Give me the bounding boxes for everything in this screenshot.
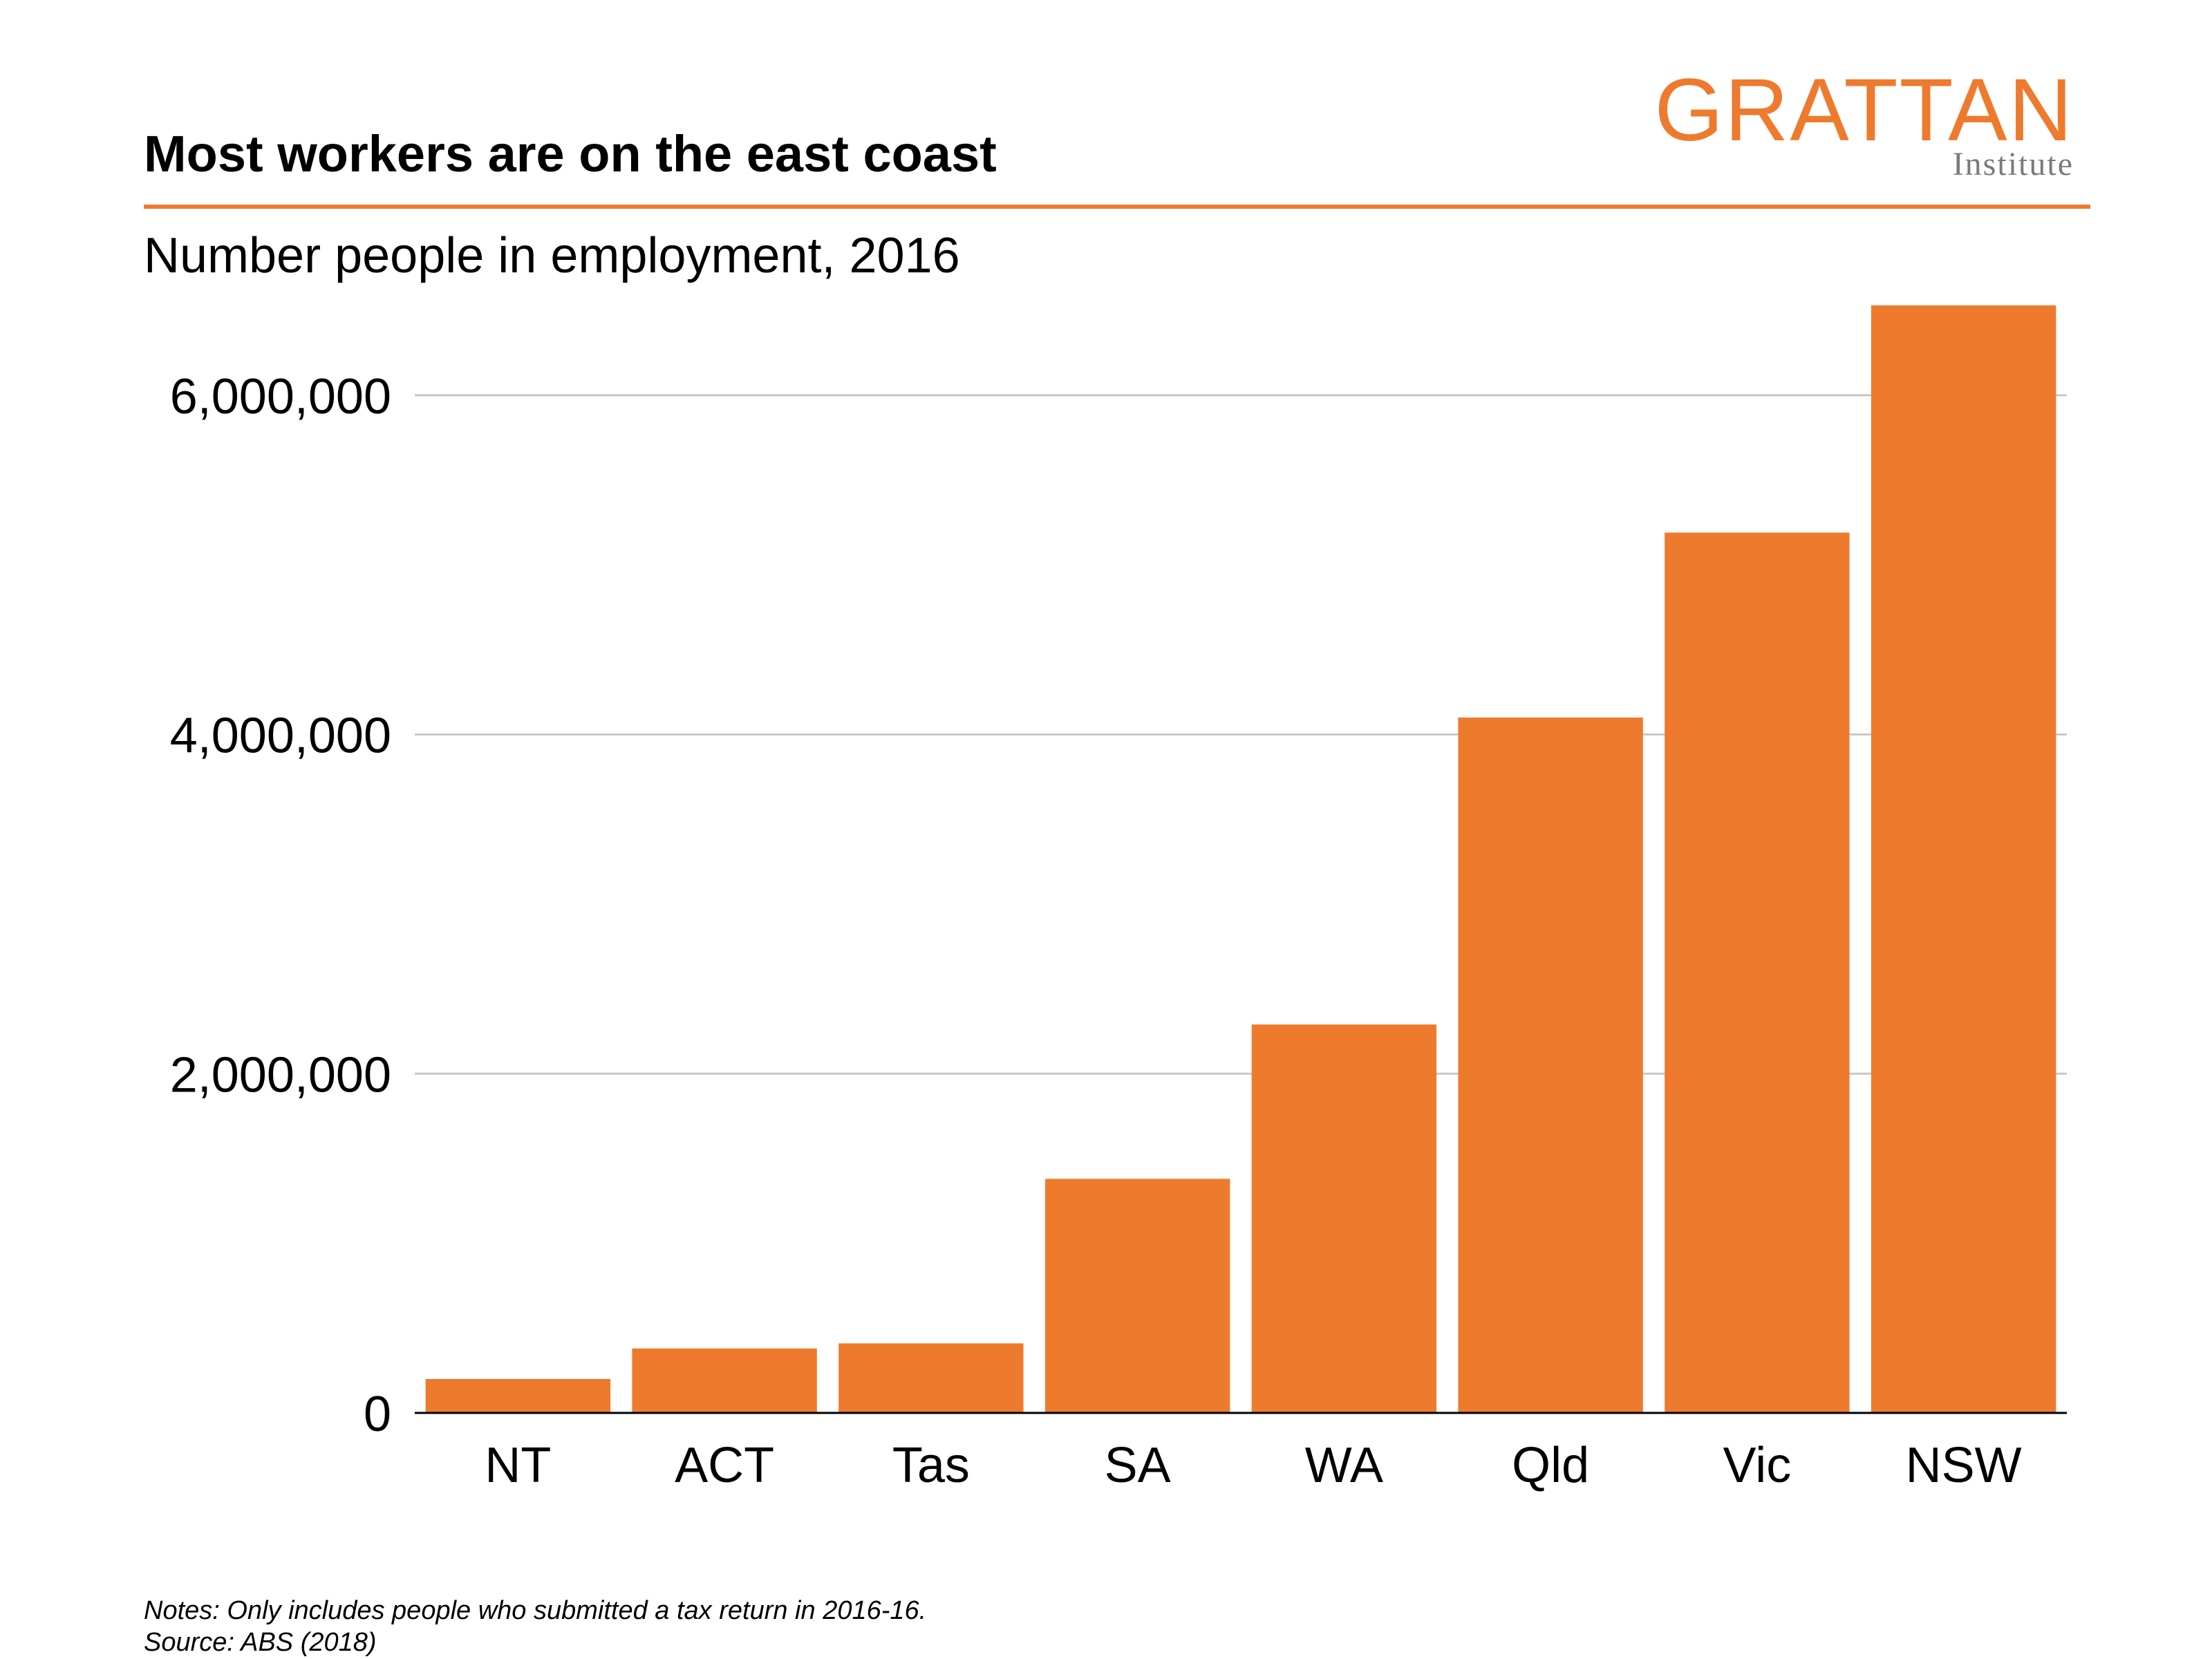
bar-nsw bbox=[1871, 305, 2056, 1414]
grattan-logo: GRATTAN Institute bbox=[1654, 66, 2074, 184]
chart-title: Most workers are on the east coast bbox=[144, 125, 997, 182]
x-tick-label: SA bbox=[1105, 1438, 1171, 1493]
chart-notes: Notes: Only includes people who submitte… bbox=[144, 1595, 926, 1658]
source-line: Source: ABS (2018) bbox=[144, 1627, 377, 1657]
x-tick-label: NSW bbox=[1906, 1438, 2022, 1493]
x-tick-label: WA bbox=[1305, 1438, 1383, 1493]
bar-nt bbox=[425, 1378, 611, 1413]
y-tick-label: 6,000,000 bbox=[170, 369, 391, 424]
x-tick-label: NT bbox=[485, 1438, 551, 1493]
x-tick-label: ACT bbox=[675, 1438, 774, 1493]
x-tick-label: Qld bbox=[1512, 1438, 1589, 1493]
bar-qld bbox=[1458, 717, 1643, 1413]
title-rule bbox=[144, 205, 2090, 209]
y-tick-label: 4,000,000 bbox=[170, 709, 391, 764]
y-tick-label: 2,000,000 bbox=[170, 1047, 391, 1103]
x-tick-label: Tas bbox=[892, 1438, 970, 1493]
bar-tas bbox=[838, 1343, 1024, 1413]
bar-vic bbox=[1665, 532, 1850, 1413]
bar-act bbox=[632, 1348, 817, 1413]
x-tick-label: Vic bbox=[1723, 1438, 1792, 1493]
bar-sa bbox=[1044, 1179, 1230, 1413]
logo-subtitle: Institute bbox=[1952, 146, 2074, 182]
y-tick-label: 0 bbox=[364, 1387, 391, 1442]
bar-wa bbox=[1251, 1024, 1437, 1413]
chart-subtitle: Number people in employment, 2016 bbox=[144, 228, 960, 283]
notes-line: Notes: Only includes people who submitte… bbox=[144, 1596, 927, 1625]
logo-wordmark: GRATTAN bbox=[1654, 61, 2074, 160]
